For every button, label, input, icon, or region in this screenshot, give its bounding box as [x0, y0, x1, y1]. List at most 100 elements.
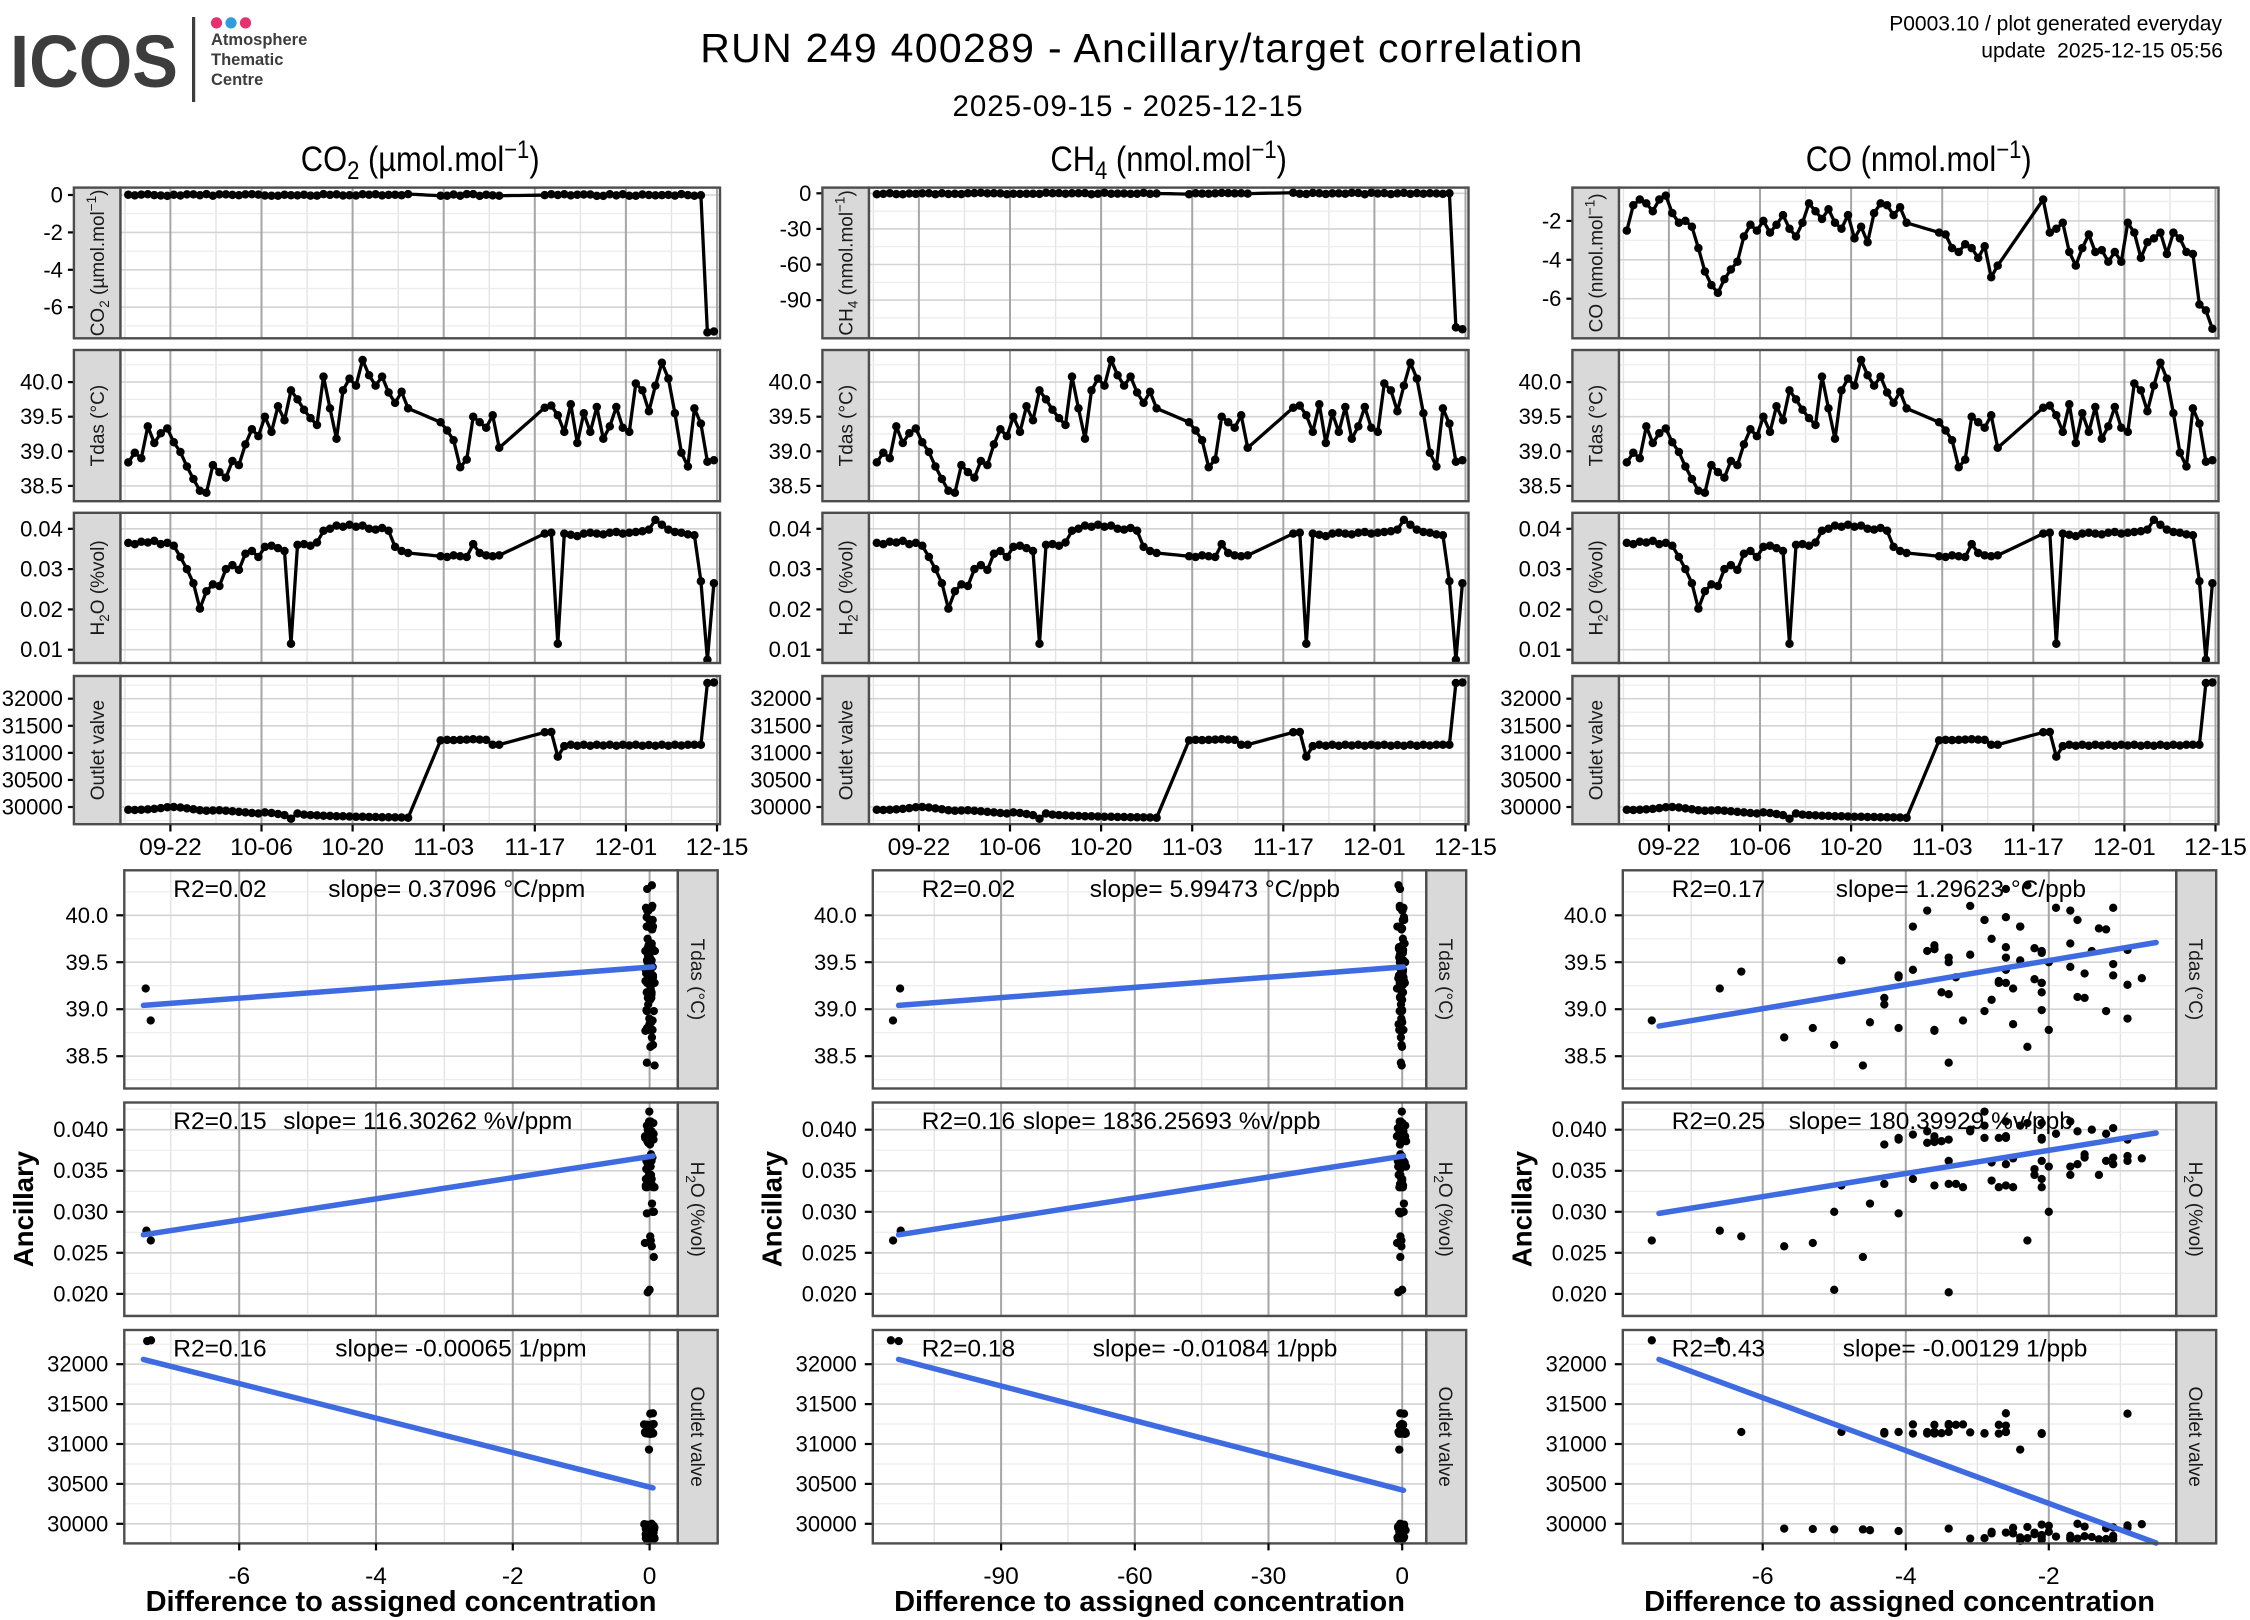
- svg-text:0.030: 0.030: [53, 1199, 108, 1224]
- svg-text:32000: 32000: [1500, 686, 1561, 711]
- svg-text:Outlet valve: Outlet valve: [686, 1387, 707, 1487]
- svg-text:CO (nmol.mol−1): CO (nmol.mol−1): [1583, 193, 1608, 332]
- svg-text:0.040: 0.040: [802, 1117, 857, 1142]
- svg-text:10-20: 10-20: [1820, 834, 1883, 861]
- svg-text:30000: 30000: [1500, 795, 1561, 820]
- svg-text:30500: 30500: [1500, 767, 1561, 792]
- svg-text:30500: 30500: [2, 767, 63, 792]
- svg-text:Ancillary: Ancillary: [1507, 1150, 1538, 1267]
- svg-text:0.03: 0.03: [769, 557, 812, 582]
- svg-text:Outlet valve: Outlet valve: [1587, 700, 1608, 800]
- svg-text:32000: 32000: [750, 686, 811, 711]
- svg-text:R2=0.15: R2=0.15: [173, 1108, 266, 1135]
- svg-text:R2=0.25: R2=0.25: [1672, 1108, 1765, 1135]
- svg-text:0.040: 0.040: [53, 1117, 108, 1142]
- svg-text:39.5: 39.5: [20, 404, 63, 429]
- svg-text:Thematic: Thematic: [211, 51, 283, 69]
- svg-text:0.035: 0.035: [1552, 1158, 1607, 1183]
- svg-text:31500: 31500: [1546, 1392, 1607, 1417]
- svg-text:Difference to assigned concent: Difference to assigned concentration: [1644, 1586, 2155, 1618]
- svg-text:30500: 30500: [47, 1471, 108, 1496]
- svg-text:0.04: 0.04: [1519, 516, 1562, 541]
- svg-text:-6: -6: [228, 1563, 250, 1590]
- svg-text:31000: 31000: [750, 740, 811, 765]
- svg-text:-6: -6: [1542, 286, 1562, 311]
- svg-text:-4: -4: [365, 1563, 387, 1590]
- svg-text:11-17: 11-17: [2003, 834, 2064, 861]
- svg-text:11-17: 11-17: [504, 834, 565, 861]
- svg-text:0.02: 0.02: [20, 597, 63, 622]
- svg-text:38.5: 38.5: [769, 473, 812, 498]
- svg-text:11-03: 11-03: [413, 834, 474, 861]
- svg-text:0.040: 0.040: [1552, 1117, 1607, 1142]
- svg-text:-2: -2: [502, 1563, 524, 1590]
- svg-text:R2=0.02: R2=0.02: [173, 876, 266, 903]
- svg-text:32000: 32000: [796, 1352, 857, 1377]
- svg-text:-30: -30: [780, 216, 812, 241]
- svg-text:Atmosphere: Atmosphere: [211, 31, 307, 49]
- svg-text:Outlet valve: Outlet valve: [1434, 1387, 1455, 1487]
- svg-text:39.5: 39.5: [65, 950, 108, 975]
- svg-text:CO2 (µmol.mol−1): CO2 (µmol.mol−1): [301, 136, 540, 185]
- svg-text:10-20: 10-20: [1070, 834, 1133, 861]
- svg-text:31000: 31000: [47, 1432, 108, 1457]
- svg-text:CH4 (nmol.mol−1): CH4 (nmol.mol−1): [1050, 136, 1287, 185]
- svg-text:H2O (%vol): H2O (%vol): [683, 1162, 707, 1257]
- svg-text:-6: -6: [43, 295, 63, 320]
- svg-text:update 2025-12-15 05:56: update 2025-12-15 05:56: [1981, 40, 2223, 63]
- svg-text:CH4 (nmol.mol−1): CH4 (nmol.mol−1): [833, 190, 861, 335]
- svg-text:30000: 30000: [750, 795, 811, 820]
- svg-text:30000: 30000: [2, 795, 63, 820]
- svg-text:slope= 116.30262 %v/ppm: slope= 116.30262 %v/ppm: [283, 1108, 572, 1135]
- svg-text:slope= -0.00065 1/ppm: slope= -0.00065 1/ppm: [335, 1336, 586, 1363]
- svg-text:CO (nmol.mol−1): CO (nmol.mol−1): [1806, 136, 2032, 179]
- svg-text:31500: 31500: [796, 1392, 857, 1417]
- svg-text:-2: -2: [43, 220, 63, 245]
- svg-text:30500: 30500: [750, 767, 811, 792]
- svg-text:40.0: 40.0: [1519, 370, 1562, 395]
- svg-text:Outlet valve: Outlet valve: [88, 700, 109, 800]
- svg-text:0.025: 0.025: [802, 1240, 857, 1265]
- svg-text:39.5: 39.5: [1564, 950, 1607, 975]
- svg-text:0: 0: [51, 183, 63, 208]
- svg-text:slope= 0.37096 °C/ppm: slope= 0.37096 °C/ppm: [328, 876, 585, 903]
- svg-text:10-06: 10-06: [230, 834, 293, 861]
- svg-text:30000: 30000: [47, 1511, 108, 1536]
- svg-text:0.02: 0.02: [1519, 597, 1562, 622]
- svg-text:40.0: 40.0: [814, 903, 857, 928]
- svg-text:-60: -60: [1117, 1563, 1152, 1590]
- svg-text:-60: -60: [780, 252, 812, 277]
- svg-text:-4: -4: [1542, 247, 1562, 272]
- svg-text:39.5: 39.5: [814, 950, 857, 975]
- svg-text:-30: -30: [1251, 1563, 1286, 1590]
- svg-text:H2O (%vol): H2O (%vol): [1431, 1162, 1455, 1257]
- svg-text:R2=0.02: R2=0.02: [922, 876, 1015, 903]
- svg-text:39.0: 39.0: [20, 439, 63, 464]
- svg-text:0.04: 0.04: [769, 516, 812, 541]
- svg-text:Tdas (°C): Tdas (°C): [1587, 385, 1608, 467]
- svg-text:Tdas (°C): Tdas (°C): [837, 385, 858, 467]
- svg-text:slope= -0.00129 1/ppb: slope= -0.00129 1/ppb: [1843, 1336, 2088, 1363]
- svg-text:10-20: 10-20: [321, 834, 384, 861]
- svg-text:12-01: 12-01: [595, 834, 658, 861]
- svg-text:Centre: Centre: [211, 71, 263, 89]
- svg-text:R2=0.18: R2=0.18: [922, 1336, 1015, 1363]
- svg-text:10-06: 10-06: [979, 834, 1042, 861]
- svg-text:39.0: 39.0: [1564, 997, 1607, 1022]
- svg-text:09-22: 09-22: [1638, 834, 1701, 861]
- svg-text:0.01: 0.01: [769, 637, 812, 662]
- svg-text:0.020: 0.020: [53, 1281, 108, 1306]
- svg-text:-4: -4: [43, 257, 63, 282]
- svg-text:12-15: 12-15: [1434, 834, 1497, 861]
- svg-text:31000: 31000: [796, 1432, 857, 1457]
- svg-text:09-22: 09-22: [139, 834, 202, 861]
- svg-text:31500: 31500: [750, 713, 811, 738]
- svg-text:39.5: 39.5: [769, 404, 812, 429]
- svg-text:slope= -0.01084 1/ppb: slope= -0.01084 1/ppb: [1093, 1336, 1338, 1363]
- svg-text:40.0: 40.0: [20, 370, 63, 395]
- svg-text:31500: 31500: [47, 1392, 108, 1417]
- svg-text:38.5: 38.5: [814, 1044, 857, 1069]
- svg-text:Tdas (°C): Tdas (°C): [88, 385, 109, 467]
- svg-text:31500: 31500: [1500, 713, 1561, 738]
- svg-text:-90: -90: [983, 1563, 1018, 1590]
